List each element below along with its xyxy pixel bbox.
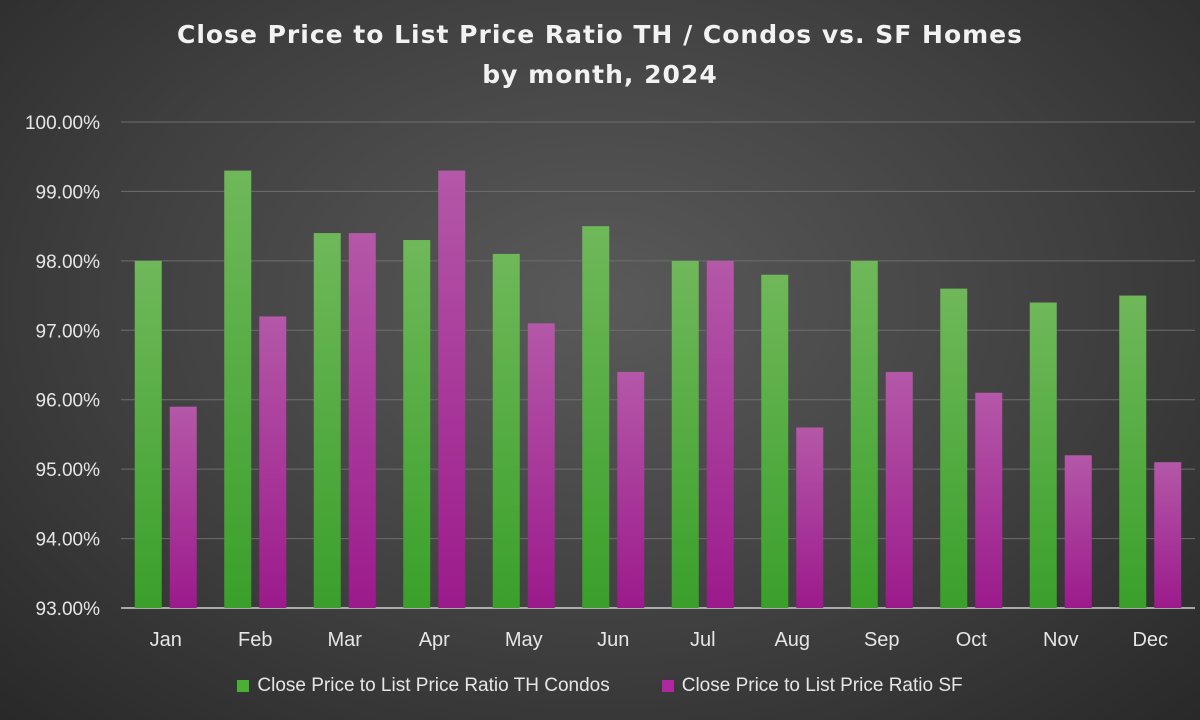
x-tick-label: Apr	[419, 629, 450, 651]
bar-th-condos-aug	[761, 274, 789, 608]
legend-item-th-condos: Close Price to List Price Ratio TH Condo…	[237, 675, 610, 697]
y-tick-label: 100.00%	[25, 113, 100, 134]
bar-th-condos-mar	[313, 233, 341, 609]
x-tick-label: Dec	[1132, 629, 1168, 651]
bar-sf-aug	[796, 427, 824, 608]
bar-th-condos-apr	[403, 240, 431, 608]
bar-th-condos-jul	[671, 260, 699, 608]
bar-th-condos-may	[492, 253, 520, 608]
bar-sf-jun	[617, 371, 645, 608]
x-tick-label: Jun	[597, 629, 629, 651]
y-tick-label: 99.00%	[36, 182, 101, 203]
legend: Close Price to List Price Ratio TH Condo…	[0, 675, 1200, 697]
bar-sf-oct	[975, 392, 1003, 608]
bar-th-condos-jan	[134, 260, 162, 608]
bar-th-condos-jun	[582, 226, 610, 608]
bar-sf-mar	[348, 233, 376, 609]
y-tick-label: 95.00%	[36, 460, 101, 481]
bar-sf-nov	[1064, 455, 1092, 608]
x-tick-label: May	[505, 629, 543, 651]
y-tick-label: 94.00%	[36, 530, 101, 551]
chart-title: Close Price to List Price Ratio TH / Con…	[176, 20, 1024, 49]
bar-th-condos-feb	[224, 170, 252, 608]
x-tick-label: Sep	[864, 629, 900, 651]
bar-th-condos-sep	[850, 260, 878, 608]
chart-subtitle: by month, 2024	[482, 60, 718, 89]
y-tick-label: 96.00%	[36, 391, 101, 412]
x-tick-label: Jan	[150, 629, 182, 651]
bar-sf-sep	[885, 371, 913, 608]
y-tick-label: 93.00%	[36, 599, 101, 620]
x-tick-label: Nov	[1043, 629, 1079, 651]
bar-th-condos-dec	[1119, 295, 1147, 608]
bar-th-condos-nov	[1029, 302, 1057, 608]
x-tick-label: Mar	[328, 629, 363, 651]
y-tick-label: 97.00%	[36, 321, 101, 342]
x-tick-label: Aug	[774, 629, 810, 651]
bar-th-condos-oct	[940, 288, 968, 608]
legend-label-th-condos: Close Price to List Price Ratio TH Condo…	[257, 675, 610, 696]
bar-sf-jan	[169, 406, 197, 608]
legend-swatch-th-condos	[237, 680, 250, 692]
bar-sf-dec	[1154, 462, 1182, 608]
y-tick-label: 98.00%	[36, 252, 101, 273]
legend-swatch-sf	[661, 680, 674, 692]
x-tick-label: Jul	[690, 629, 716, 651]
bar-sf-may	[527, 323, 555, 608]
legend-label-sf: Close Price to List Price Ratio SF	[681, 675, 963, 696]
legend-item-sf: Close Price to List Price Ratio SF	[661, 675, 963, 697]
bar-sf-apr	[438, 170, 466, 608]
x-tick-label: Feb	[238, 629, 272, 651]
bar-sf-feb	[259, 316, 287, 608]
x-tick-label: Oct	[956, 629, 988, 651]
bar-sf-jul	[706, 260, 734, 608]
